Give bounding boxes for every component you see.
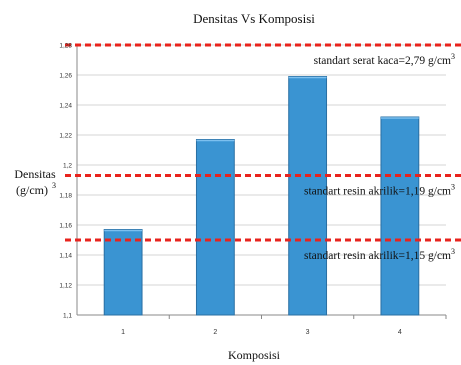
y-tick-label: 1,26	[59, 73, 72, 80]
x-axis-title: Komposisi	[228, 348, 281, 362]
y-tick-label: 1,2	[63, 163, 72, 170]
y-tick-label: 1,18	[59, 193, 72, 200]
x-tick-label: 1	[121, 329, 125, 336]
y-tick-label: 1,28	[59, 43, 72, 50]
y-axis-title-line1: Densitas	[14, 167, 56, 181]
y-tick-label: 1,12	[59, 283, 72, 290]
y-tick-label: 1,22	[59, 133, 72, 140]
y-axis-title-superscript: 3	[52, 181, 56, 190]
chart-title: Densitas Vs Komposisi	[193, 11, 315, 26]
bar	[103, 229, 143, 316]
reference-lines: standart serat kaca=2,79 g/cm3 standart r…	[65, 43, 461, 262]
reference-line-label-superscript: 3	[451, 247, 455, 256]
y-tick-label: 1,14	[59, 253, 72, 260]
reference-line-label-superscript: 3	[451, 52, 455, 61]
bars	[103, 76, 420, 316]
x-tick-label: 4	[398, 329, 402, 336]
reference-line-label: standart serat kaca=2,79 g/cm3	[314, 52, 455, 67]
reference-line-label: standart resin akrilik=1,15 g/cm3	[304, 247, 455, 262]
bar	[288, 76, 328, 316]
labels: 1,1 1,12 1,14 1,16 1,18 1,2 1,22 1,24 1,26 1,28 1 2…	[59, 43, 402, 337]
reference-line-label: standart resin akrilik=1,19 g/cm3	[304, 183, 455, 198]
y-tick-label: 1,24	[59, 103, 72, 110]
y-tick-label: 1,16	[59, 223, 72, 230]
reference-line-label-superscript: 3	[451, 183, 455, 192]
y-tick-label: 1,1	[63, 313, 72, 320]
x-tick-label: 2	[213, 329, 217, 336]
y-axis-title-line2: (g/cm)	[16, 183, 48, 197]
bar	[380, 116, 420, 316]
x-tick-label: 3	[306, 329, 310, 336]
bar	[195, 139, 235, 316]
